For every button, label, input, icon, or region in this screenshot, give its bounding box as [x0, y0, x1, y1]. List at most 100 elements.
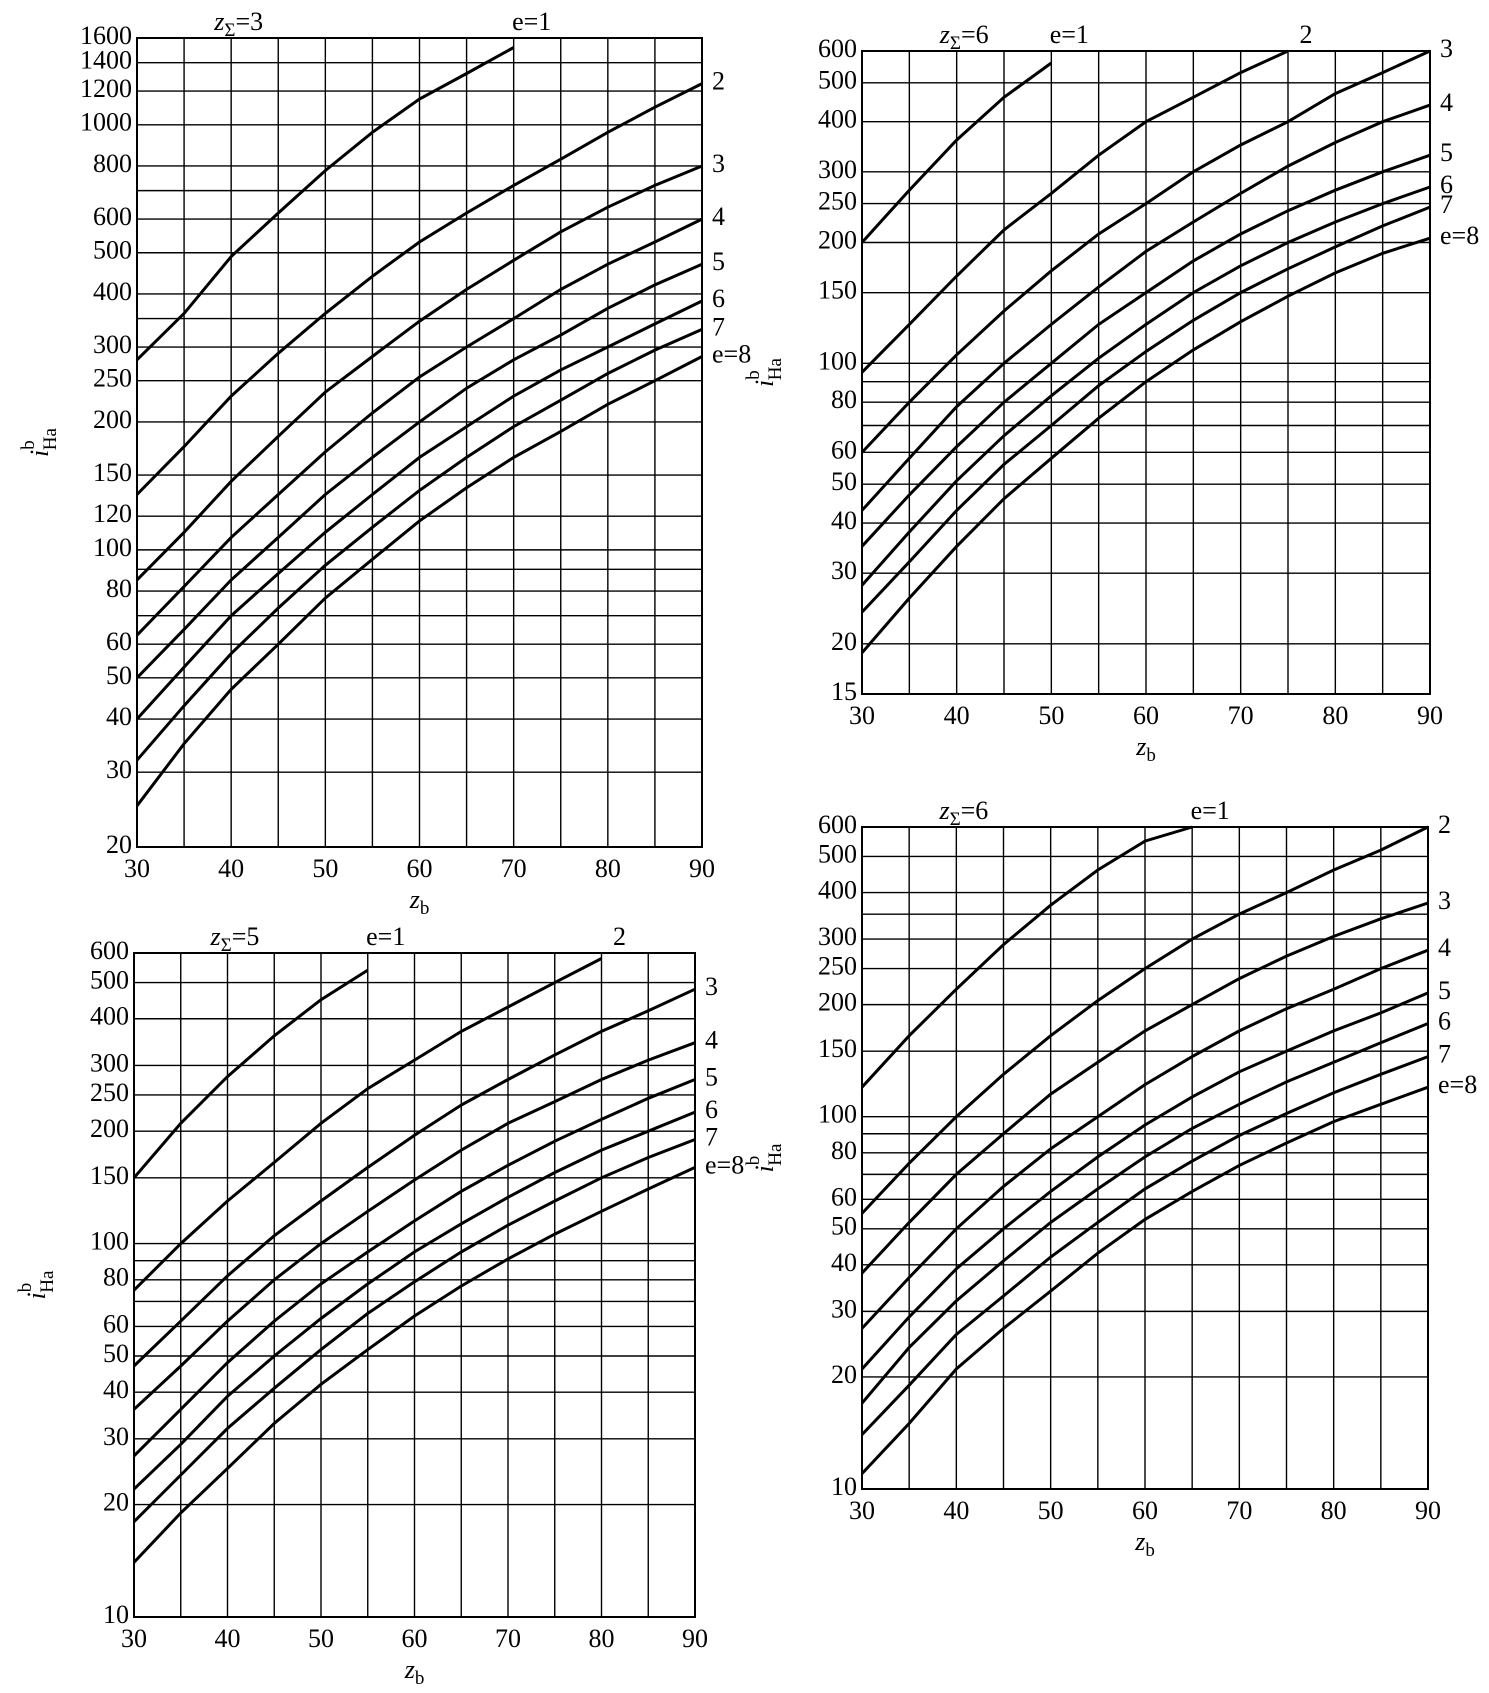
curve	[135, 217, 703, 637]
y-tick-label: 250	[90, 1078, 129, 1107]
y-tick-label: 20	[831, 1360, 857, 1389]
y-tick-label: 40	[103, 1375, 129, 1404]
text-sup: b	[743, 1156, 764, 1166]
y-tick-label: 40	[831, 506, 857, 535]
x-tick-label: 90	[682, 1624, 708, 1653]
y-tick-label: 200	[818, 225, 857, 254]
panel: 1520304050608010015020025030040050060030…	[743, 20, 1479, 766]
y-tick-label: 1000	[80, 108, 132, 137]
text-base: z	[404, 1655, 415, 1684]
y-tick-label: 300	[818, 922, 857, 951]
y-tick-label: 20	[106, 830, 132, 859]
series-label: 2	[1300, 20, 1313, 49]
series-label: 5	[712, 247, 725, 276]
series-label: 6	[1438, 1006, 1451, 1035]
x-tick-label: 90	[1415, 1496, 1441, 1525]
chart-title: zΣ=3	[213, 7, 263, 41]
text-sub: Ha	[765, 357, 786, 380]
y-tick-label: 80	[103, 1263, 129, 1292]
x-tick-label: 70	[1226, 1496, 1252, 1525]
text-sup: b	[15, 1283, 36, 1293]
x-tick-label: 80	[1321, 1496, 1347, 1525]
y-tick-label: 30	[103, 1422, 129, 1451]
text-sub: Σ	[221, 935, 232, 956]
y-tick-label: 50	[103, 1339, 129, 1368]
series-label: 4	[1440, 88, 1453, 117]
series-label: 2	[613, 922, 626, 951]
x-tick-label: 90	[1417, 701, 1443, 730]
y-tick-label: 100	[90, 1227, 129, 1256]
curve	[860, 49, 1289, 374]
curve	[860, 825, 1429, 1215]
series-label: e=1	[512, 7, 551, 36]
x-tick-label: 50	[1038, 1496, 1064, 1525]
text-sub: Ha	[37, 1270, 58, 1293]
y-tick-label: 150	[93, 458, 132, 487]
y-tick-label: 250	[818, 952, 857, 981]
y-tick-label: 150	[818, 276, 857, 305]
curve	[135, 262, 703, 679]
series-label: 4	[712, 202, 725, 231]
x-tick-label: 50	[1038, 701, 1064, 730]
x-tick-label: 40	[943, 1496, 969, 1525]
series-label: e=1	[1050, 20, 1089, 49]
curve	[860, 49, 1431, 454]
x-tick-label: 90	[689, 854, 715, 883]
y-tick-label: 250	[93, 364, 132, 393]
curve	[860, 1055, 1429, 1436]
curve	[860, 991, 1429, 1371]
x-tick-label: 60	[407, 854, 433, 883]
y-tick-label: 60	[103, 1309, 129, 1338]
curve	[135, 355, 703, 807]
series-label: 7	[1440, 190, 1453, 219]
series-label: 6	[705, 1095, 718, 1124]
text-base: z	[213, 7, 224, 36]
series-label: 3	[1440, 34, 1453, 63]
y-tick-label: 15	[831, 677, 857, 706]
curve	[860, 901, 1429, 1275]
x-axis-label: zb	[1135, 732, 1156, 766]
x-tick-label: 40	[215, 1624, 241, 1653]
x-tick-label: 30	[121, 1624, 147, 1653]
curve	[860, 236, 1431, 654]
series-label: e=8	[705, 1150, 744, 1179]
chart-title: zΣ=6	[939, 20, 989, 54]
y-tick-label: 1400	[80, 46, 132, 75]
y-axis-label: ibHa	[15, 1270, 58, 1299]
y-tick-label: 20	[831, 627, 857, 656]
y-tick-label: 80	[106, 574, 132, 603]
text-base: i	[22, 1292, 51, 1299]
text-sub: b	[415, 1668, 425, 1689]
series-label: 3	[705, 972, 718, 1001]
y-tick-label: 500	[818, 839, 857, 868]
y-tick-label: 50	[831, 467, 857, 496]
y-tick-label: 300	[90, 1048, 129, 1077]
text-base: z	[210, 922, 221, 951]
y-tick-label: 120	[93, 499, 132, 528]
y-tick-label: 30	[831, 1294, 857, 1323]
y-tick-label: 40	[106, 702, 132, 731]
text-base: z	[938, 796, 949, 825]
series-label: 6	[712, 284, 725, 313]
y-tick-label: 800	[93, 149, 132, 178]
text-base: z	[409, 885, 420, 914]
series-label: 3	[712, 149, 725, 178]
curve	[860, 61, 1053, 244]
y-tick-label: 60	[831, 435, 857, 464]
y-axis-label: ibHa	[743, 357, 786, 386]
y-tick-label: 150	[818, 1034, 857, 1063]
series-label: 2	[1438, 810, 1451, 839]
y-tick-label: 60	[106, 627, 132, 656]
y-tick-label: 200	[90, 1114, 129, 1143]
series-label: 5	[705, 1062, 718, 1091]
plot-frame	[861, 50, 1431, 695]
curve	[860, 825, 1193, 1089]
x-tick-label: 70	[495, 1624, 521, 1653]
x-tick-label: 80	[589, 1624, 615, 1653]
curve	[860, 153, 1431, 548]
curve	[135, 82, 703, 496]
series-label: 2	[712, 67, 725, 96]
panel: 2030405060801001201502002503004005006008…	[18, 7, 751, 919]
x-tick-label: 30	[849, 701, 875, 730]
